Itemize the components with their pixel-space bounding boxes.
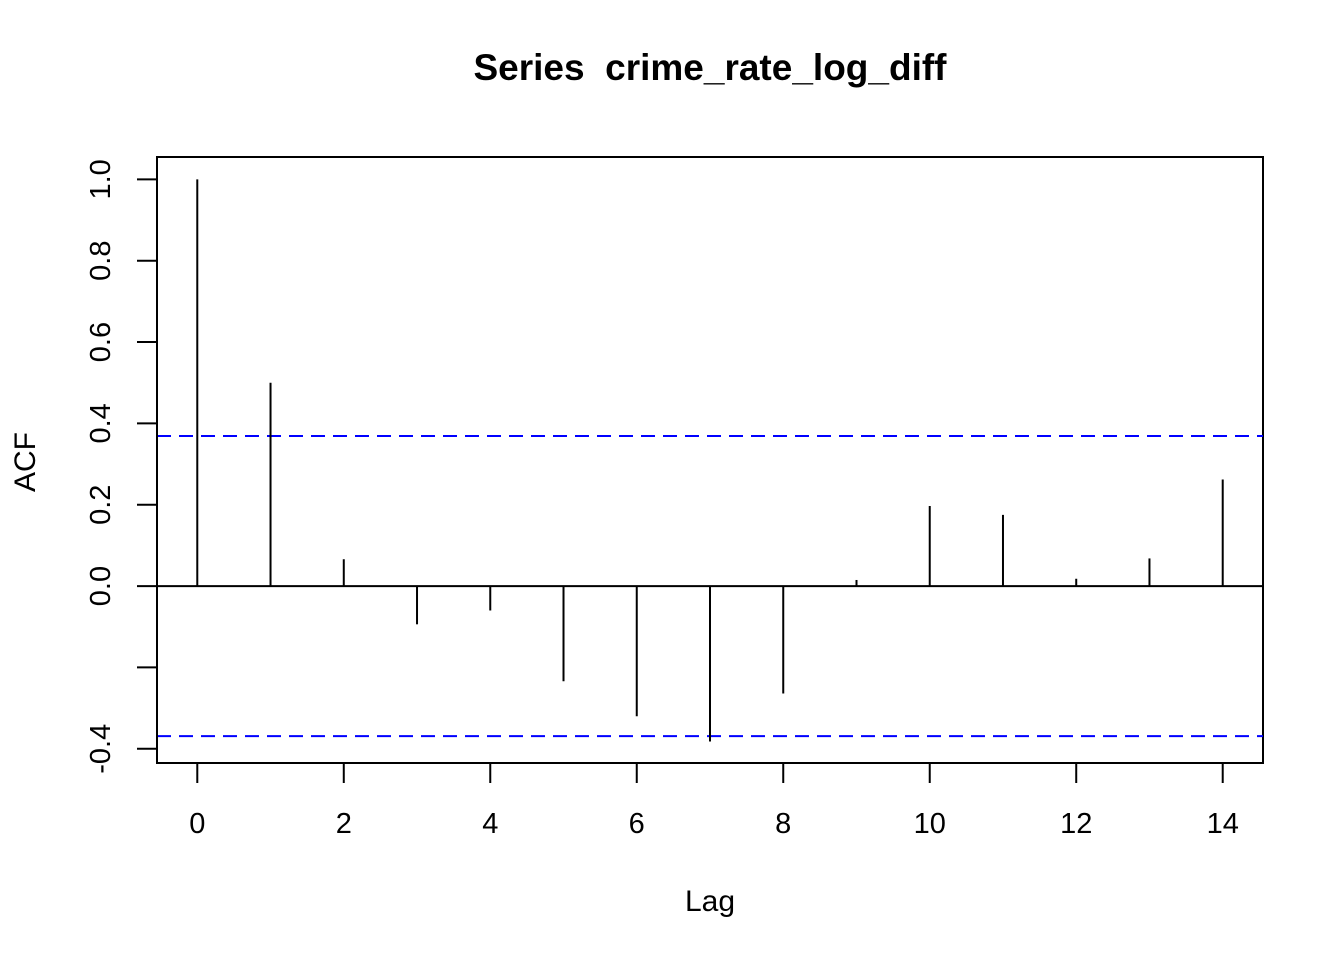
y-tick-label: 0.8 (85, 241, 117, 281)
x-tick-label: 2 (336, 808, 352, 840)
y-axis-label: ACF (9, 432, 42, 492)
x-tick-label: 12 (1060, 808, 1092, 840)
y-tick-label: 1.0 (85, 159, 117, 199)
x-axis-label: Lag (685, 885, 735, 918)
y-tick-label: 0.4 (85, 403, 117, 443)
y-tick-label: 0.6 (85, 322, 117, 362)
y-tick-label: 0.0 (85, 566, 117, 606)
chart-marks: 0 2 4 6 8 10 12 14 -0.4 0.0 0.2 0.4 0.6 0.8 1.0 (85, 159, 1263, 840)
x-tick-label: 14 (1207, 808, 1239, 840)
x-tick-label: 10 (914, 808, 946, 840)
chart-title: Series crime_rate_log_diff (474, 47, 948, 88)
x-tick-label: 4 (482, 808, 498, 840)
y-tick-label: 0.2 (85, 485, 117, 525)
x-tick-label: 0 (189, 808, 205, 840)
y-tick-label: -0.4 (85, 724, 117, 774)
x-tick-label: 6 (629, 808, 645, 840)
x-tick-label: 8 (775, 808, 791, 840)
